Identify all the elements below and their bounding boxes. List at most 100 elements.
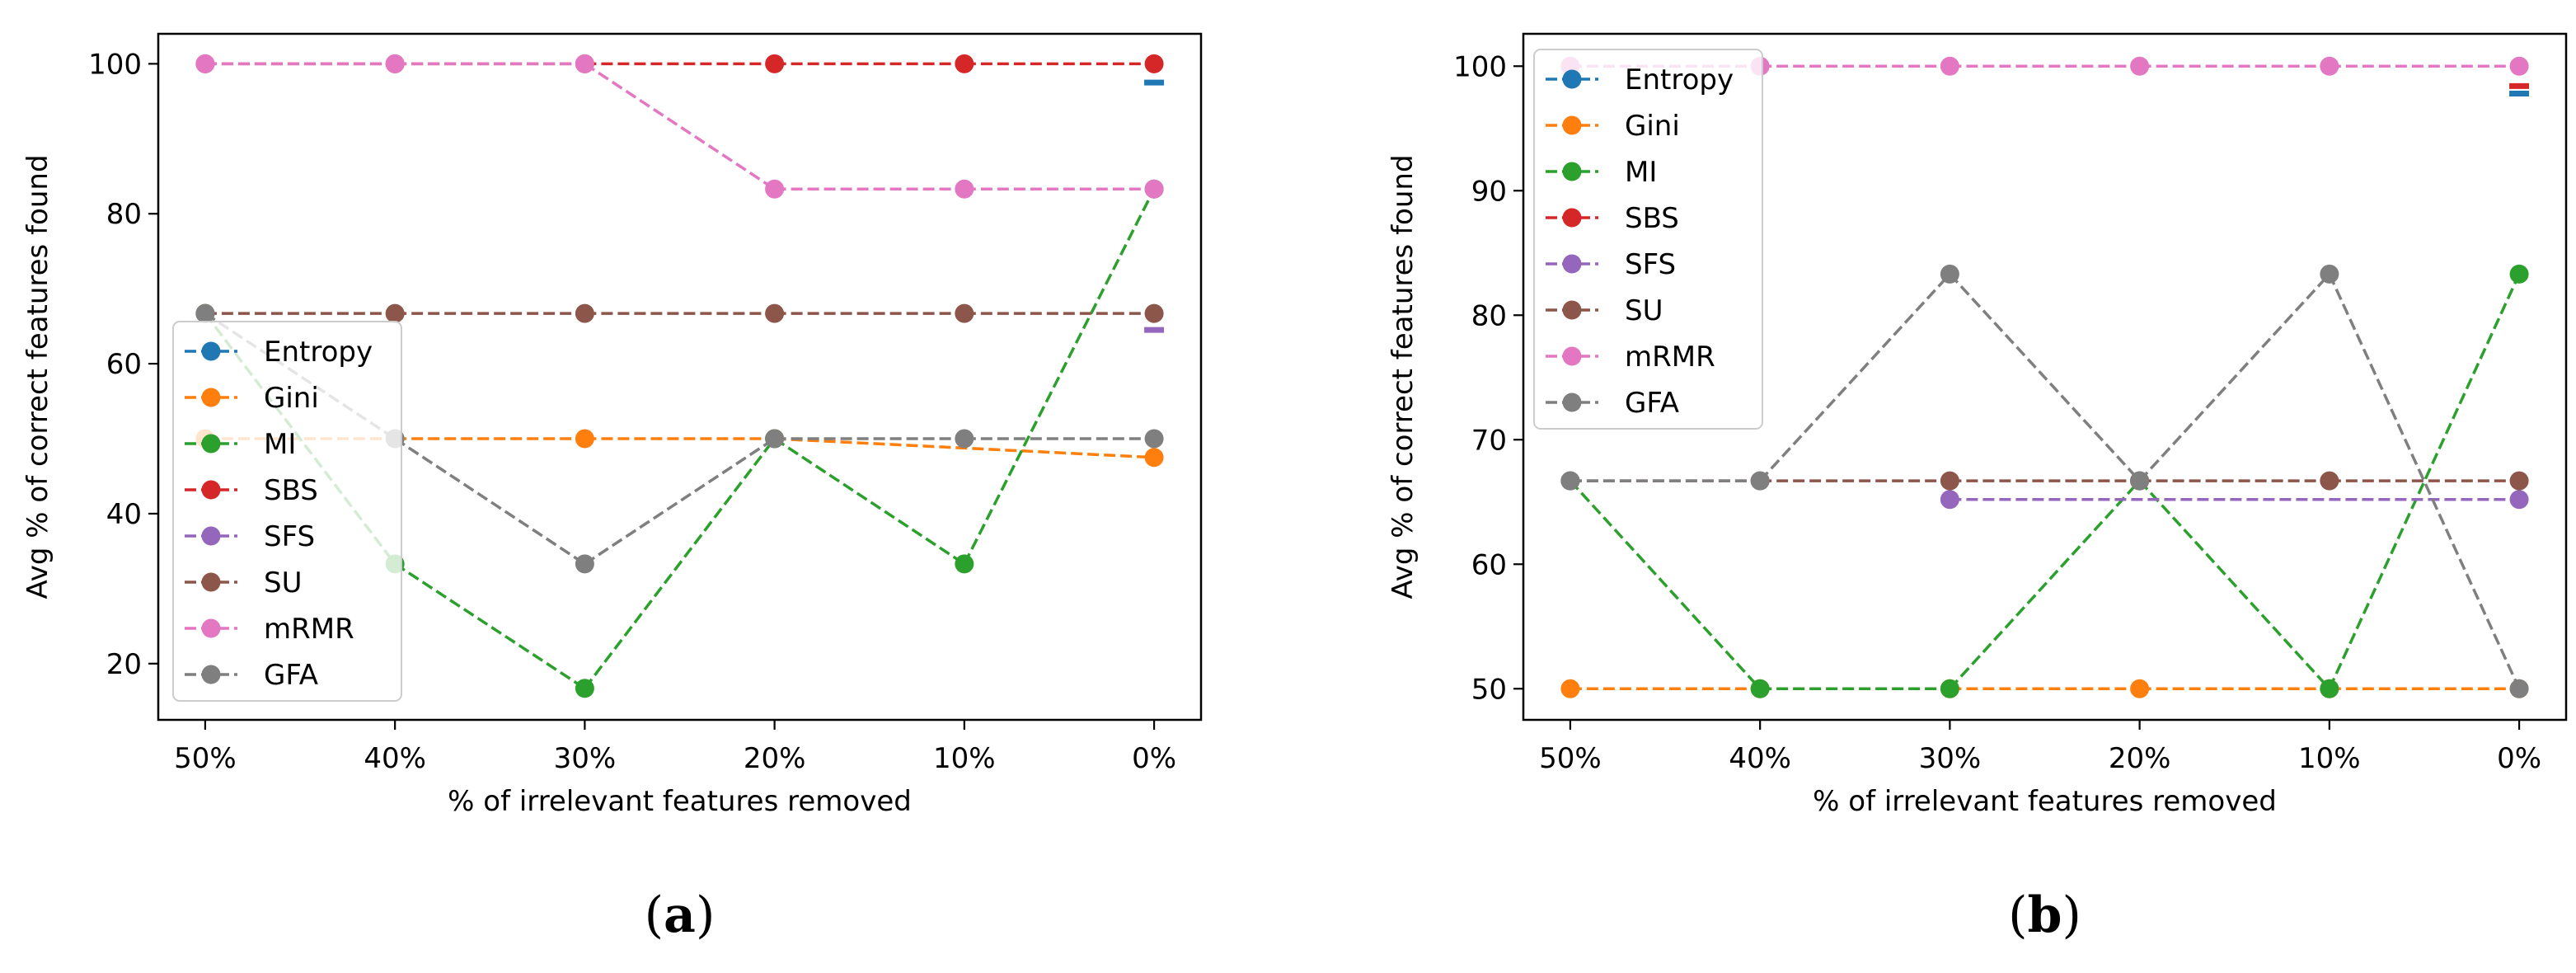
chart-a-series-mi-segment-3 [773,437,965,566]
chart-a-ytick-label-100: 100 [88,48,142,81]
chart-a-series-su-point-20 [765,303,785,323]
chart-a-legend-entry-entropy: Entropy [185,336,373,369]
chart-b-ytick-label-90: 90 [1471,175,1507,208]
chart-a-legend-entry-mrmr: mRMR [185,613,354,646]
chart-b-legend-entry-gfa: GFA [1546,387,1679,420]
chart-b-legend-entry-su-label: SU [1625,294,1663,327]
chart-b-series-mi-point-30 [1940,679,1959,698]
chart-panel-b: 50 60 70 80 90 100 50% 40% 30% 20% 10% 0% % of irrel… [1288,0,2576,969]
chart-b-ytick-label-80: 80 [1471,299,1507,332]
chart-b-legend-entry-mi-marker [1562,162,1582,181]
chart-b-legend-entry-su: SU [1546,294,1663,327]
chart-a-ylabel: Avg % of correct features found [21,154,54,599]
chart-a-series-mrmr [195,54,1164,199]
chart-a-series-gfa-segment-2 [584,437,776,566]
chart-b-series-mrmr-point-0 [2509,56,2529,76]
chart-a-series-mi-point-30 [575,679,594,698]
chart-a-legend-entry-mi-label: MI [264,428,296,461]
chart-a-legend-entry-gini: Gini [185,382,319,415]
chart-a-series-mrmr-point-40 [385,54,405,73]
chart-a-series-mi-point-10 [955,554,974,574]
chart-b-legend-entry-mrmr-marker [1562,346,1582,366]
chart-a-legend-entry-gini-marker [201,388,221,407]
chart-b-xtick-label-30: 30% [1919,742,1982,775]
chart-a-legend-entry-mi-marker [201,434,221,454]
chart-a-series-gfa-point-50 [195,303,215,323]
chart-b-series-mi-point-0 [2509,264,2529,284]
chart-a-panel-label: (a) [645,886,716,944]
chart-a-legend-entry-su-marker [201,572,221,592]
chart-b-legend-entry-gini-label: Gini [1625,110,1680,143]
chart-b-legend-entry-mrmr-label: mRMR [1625,341,1715,374]
chart-a-legend-entry-sfs: SFS [185,520,315,553]
chart-b-plot-frame [1522,32,2568,722]
chart-a-series-mi-segment-2 [583,437,777,689]
chart-b-series-su-point-0 [2509,471,2529,491]
chart-b-series-gfa-segment-2 [1949,273,2141,482]
chart-b-xtick-label-50: 50% [1539,742,1602,775]
chart-b-series-gini-point-50 [1560,679,1580,698]
chart-b-legend-entry-mrmr: mRMR [1546,341,1715,374]
chart-a-legend-entry-sbs-marker [201,480,221,500]
chart-a-series-su [195,303,1164,323]
chart-b-xlabel: % of irrelevant features removed [1813,785,2277,818]
chart-b-series-mi-point-40 [1750,679,1770,698]
chart-a-legend-entry-su: SU [185,566,302,599]
chart-b-series-sfs-point-0 [2509,490,2529,510]
chart-b-series-su-point-10 [2320,471,2339,491]
chart-a-xtick-label-30: 30% [554,742,617,775]
chart-a-legend-entry-su-label: SU [264,566,302,599]
chart-a-legend: Entropy Gini MI SBS SFS SU mRMR GFA [172,321,402,702]
chart-a-series-su-point-10 [955,303,974,323]
chart-a-ytick-label-40: 40 [106,498,142,531]
chart-a-series-mrmr-point-30 [575,54,594,73]
chart-a-series-su-point-30 [575,303,594,323]
chart-b-legend-entry-gini-marker [1562,115,1582,135]
chart-b-series-gini-point-20 [2130,679,2150,698]
chart-b-series-mi-segment-0 [1569,479,1762,690]
chart-b-series-su-point-30 [1940,471,1959,491]
chart-b-legend-entry-su-marker [1562,300,1582,320]
chart-a-series-gfa-segment-1 [394,437,586,566]
chart-a-series-gfa-point-0 [1144,429,1164,449]
chart-b-series-sfs [1940,490,2529,510]
chart-b-series-mi-segment-4 [2328,273,2521,689]
chart-b-legend-entry-sbs-marker [1562,208,1582,228]
chart-b-ytick-label-70: 70 [1471,424,1507,457]
chart-b-legend-entry-sfs-marker [1562,254,1582,274]
chart-a-legend-entry-entropy-label: Entropy [264,336,373,369]
chart-a-series-sbs-point-20 [765,54,785,73]
chart-b-legend-entry-sfs: SFS [1546,248,1676,281]
chart-b-series-gini [1560,679,2529,698]
chart-a-series-sbs-point-0 [1144,54,1164,73]
chart-a-legend-entry-entropy-marker [201,341,221,361]
chart-b-series-gfa-point-0 [2509,679,2529,698]
chart-b-series-gfa-segment-4 [2328,273,2521,689]
chart-b-series-gfa-point-30 [1940,264,1959,284]
chart-a-legend-entry-mrmr-label: mRMR [264,613,354,646]
chart-b-series-gfa-point-20 [2130,471,2150,491]
chart-b-ytick-label-60: 60 [1471,548,1507,581]
chart-a-xlabel: % of irrelevant features removed [448,785,912,818]
chart-a-series-su-point-40 [385,303,405,323]
chart-a-series-su-point-0 [1144,303,1164,323]
chart-a-plot-frame [157,32,1203,722]
chart-a-series-gfa-point-30 [575,554,594,574]
chart-b-svg: 50 60 70 80 90 100 50% 40% 30% 20% 10% 0% % of irrel… [1387,32,2568,944]
chart-a-legend-entry-gfa-label: GFA [264,659,318,692]
chart-b-series-mi-point-10 [2320,679,2339,698]
chart-a-ytick-label-20: 20 [106,648,142,681]
chart-b-legend-frame [1533,49,1763,430]
chart-a-series-gfa-point-20 [765,429,785,449]
chart-a-xtick-label-40: 40% [364,742,426,775]
chart-b-xtick-label-0: 0% [2497,742,2541,775]
chart-a-legend-frame [172,321,402,702]
chart-b-xtick-label-20: 20% [2109,742,2171,775]
chart-a-series-gini-point-0 [1144,448,1164,468]
chart-a-legend-entry-sbs-label: SBS [264,474,318,507]
chart-a-legend-entry-sbs: SBS [185,474,318,507]
chart-a-series-sbs-point-10 [955,54,974,73]
chart-a-legend-entry-gini-label: Gini [264,382,319,415]
chart-b-legend-entry-sfs-label: SFS [1625,248,1676,281]
